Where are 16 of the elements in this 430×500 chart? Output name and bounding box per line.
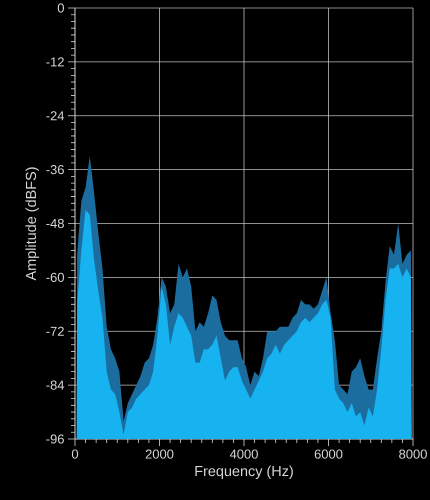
y-tick-label: -36 — [46, 165, 64, 174]
x-tick-label: 2000 — [146, 450, 174, 459]
y-tick-label: -84 — [46, 380, 64, 390]
y-tick-label: -72 — [46, 326, 64, 336]
x-tick-label: 8000 — [399, 450, 427, 459]
y-tick-label: -24 — [46, 111, 64, 120]
y-tick-label: -12 — [46, 57, 64, 66]
x-tick-label: 6000 — [314, 450, 342, 459]
y-tick-label: -60 — [46, 272, 64, 282]
x-axis-title: Frequency (Hz) — [195, 466, 293, 479]
y-tick-label: 0 — [58, 3, 64, 13]
y-tick-label: -48 — [46, 218, 64, 228]
x-tick-label: 4000 — [230, 450, 258, 459]
x-tick-label: 0 — [72, 450, 78, 459]
y-tick-label: -96 — [46, 434, 64, 444]
y-axis-title: Amplitude (dBFS) — [25, 167, 39, 280]
